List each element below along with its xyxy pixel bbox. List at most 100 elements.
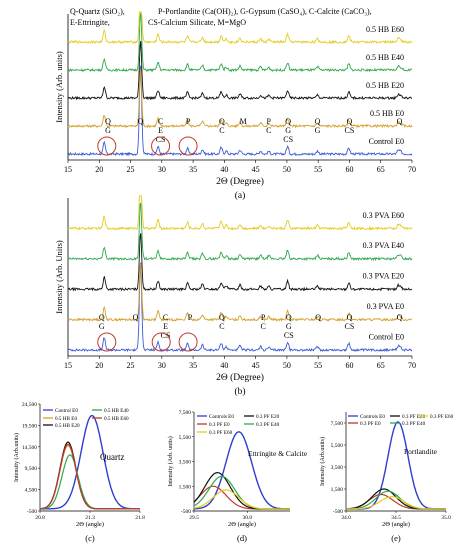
phase-label: P (186, 117, 191, 126)
x-tick-label: 65 (377, 165, 385, 174)
phase-label: Q (286, 313, 292, 322)
series-label: 0.3 PVA E60 (363, 211, 404, 220)
curve-control-e0 (40, 414, 140, 510)
trace-0.5-hb-e0 (67, 68, 413, 129)
phase-legend-line: P-Portlandite (Ca(OH)₂), G-Gypsum (CaSO₄… (158, 7, 372, 16)
highlight-circle (178, 332, 198, 352)
phase-label: Q (347, 313, 353, 322)
phase-label: C (219, 322, 224, 331)
series-label: Control E0 (369, 332, 404, 341)
series-label: 0.5 HB E60 (366, 25, 404, 34)
legend-entry: 0.3 PF E60 (430, 414, 454, 420)
trace-control-e0 (67, 262, 413, 353)
y-tick-label: 1,500 (179, 484, 192, 490)
xrd-panel-b: 15 20 25 30 35 40 45 50 55 60 65 70 2Θ (Degree) (b) In… (54, 195, 416, 397)
panel-title: Portlandite (404, 447, 438, 456)
y-tick-label: 5,500 (331, 443, 344, 449)
phase-label: P (188, 313, 193, 322)
y-tick-label: 7,500 (179, 410, 192, 416)
panel-title: Ettringite & Calcite (248, 449, 308, 458)
x-tick-label: 50 (283, 361, 291, 370)
x-axis-label: 2Θ (Degree) (216, 372, 264, 383)
y-axis-label: Intensity (Arb. units) (167, 436, 174, 487)
y-tick-label: 9,500 (25, 466, 38, 472)
panel-caption: (e) (391, 533, 401, 543)
x-tick-label: 60 (345, 361, 353, 370)
trace-0.5-hb-e40 (67, 12, 413, 73)
curve-0.3-pf-e20 (346, 488, 446, 510)
legend-entry: 0.3 PF E40 (256, 422, 280, 428)
x-tick-label: 70 (408, 165, 416, 174)
y-tick-label: 24,500 (22, 402, 37, 408)
highlight-circle (97, 136, 117, 156)
phase-label: Q (315, 313, 321, 322)
legend-entry: 0.3 PF E60 (209, 430, 233, 436)
x-tick-label: 40 (220, 165, 228, 174)
phase-label: G (286, 322, 292, 331)
legend-entry: 0.5 HB E20 (55, 423, 80, 429)
x-tick-label: 20.8 (35, 515, 45, 521)
panel-caption: (d) (237, 533, 247, 543)
legend-entry: 0.5 HB E40 (104, 408, 129, 414)
panel-caption: (c) (85, 533, 95, 543)
phase-label: CS (283, 135, 293, 144)
x-tick-label: 50 (283, 165, 291, 174)
legend-entry: 0.5 HB E0 (55, 416, 77, 422)
phase-legend-line: Q-Quartz (SiO₂), (70, 7, 125, 16)
highlight-circle (151, 332, 171, 352)
highlight-circle (97, 332, 117, 352)
phase-label: Q (133, 313, 139, 322)
y-tick-label: -500 (27, 509, 37, 515)
phase-label: CS (345, 126, 355, 135)
x-tick-label: 35.0 (441, 515, 451, 521)
xrd-panel-a: 15 20 25 30 35 40 45 50 55 60 65 70 2Θ (Degree) (a) In… (54, 7, 416, 201)
phase-label: C (163, 313, 168, 322)
phase-label: CS (161, 331, 171, 340)
phase-label: CS (156, 135, 166, 144)
phase-label: Q (105, 117, 111, 126)
x-tick-label: 55 (314, 361, 322, 370)
trace-control-e0 (68, 65, 413, 157)
legend: Control E0 0.5 HB E00.5 HB E20 0.5 HB E40 0… (43, 408, 129, 429)
y-tick-label: 5,500 (179, 435, 192, 441)
x-axis-label: 2Θ (angle) (76, 521, 104, 528)
y-tick-label: 3,500 (179, 460, 192, 466)
x-tick-label: 25 (127, 361, 135, 370)
y-tick-label: 3,500 (331, 465, 344, 471)
curve-0.5-hb-e60 (40, 443, 140, 510)
phase-label: E (158, 126, 163, 135)
x-tick-label: 45 (252, 165, 260, 174)
x-tick-label: 35 (189, 361, 197, 370)
highlight-circle (151, 136, 171, 156)
phase-label: C (158, 117, 163, 126)
phase-label: CS (284, 331, 294, 340)
phase-label: G (99, 322, 105, 331)
x-axis-label: 2Θ (angle) (228, 521, 256, 528)
legend-entry: 0.5 HB E60 (104, 416, 129, 422)
x-tick-label: 65 (377, 361, 385, 370)
phase-label: G (285, 126, 291, 135)
y-tick-label: 1,500 (331, 487, 344, 493)
y-axis-label: Intensity (Arb. Units) (54, 240, 64, 314)
y-tick-label: 14,500 (22, 445, 37, 451)
trace-0.3-pva-e0 (67, 263, 413, 323)
curve-controls-e0 (193, 431, 290, 510)
phase-label: Q (138, 117, 144, 126)
x-tick-label: 70 (408, 361, 416, 370)
x-tick-label: 20 (95, 165, 103, 174)
x-tick-label: 15 (64, 361, 72, 370)
x-tick-label: 30 (158, 165, 166, 174)
phase-legend-line: E-Ettringite, (70, 18, 110, 27)
phase-label: Q (397, 117, 403, 126)
phase-label: Q (397, 313, 403, 322)
phase-label: Q (219, 313, 225, 322)
y-axis-label: Intensity (Arb.units) (13, 433, 20, 482)
legend-entry: Controls E0 (209, 414, 234, 420)
phase-label: E (163, 322, 168, 331)
phase-label: M (240, 117, 247, 126)
zoom-panel-c: -500 4,500 9,500 14,500 19,500 24,500 20.8 21.3… (13, 402, 145, 543)
series-label: 0.3 PVA E20 (363, 272, 404, 281)
